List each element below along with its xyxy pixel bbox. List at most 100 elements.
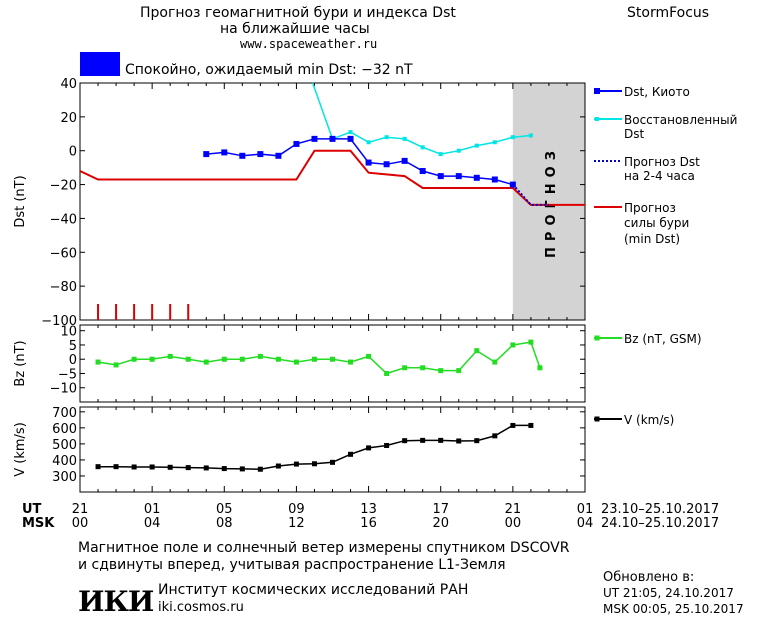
y-tick-label: 5 <box>69 339 77 354</box>
x-tick-label-msk: 00 <box>505 516 522 531</box>
y-tick-label: 40 <box>60 77 77 92</box>
dst-kyoto-point <box>221 149 228 156</box>
y-tick-label: −20 <box>50 179 77 194</box>
restored-dst-point <box>402 136 407 141</box>
velocity-point <box>330 459 335 465</box>
velocity-point <box>95 464 101 470</box>
legend-forecast-line1: Прогноз Dst <box>624 155 700 169</box>
legend-restored-swatch-marker <box>595 117 599 121</box>
y-tick-label: −10 <box>50 382 77 397</box>
updated-label: Обновлено в: <box>603 570 695 585</box>
restored-dst-point <box>492 140 497 145</box>
bz-point <box>113 362 119 368</box>
legend-forecast-line2: на 2-4 часа <box>624 169 695 183</box>
forecast-region <box>512 83 585 320</box>
velocity-point <box>149 464 155 470</box>
y-axis-label-0: Dst (nT) <box>13 175 28 227</box>
legend-dst-kyoto: Dst, Киото <box>624 85 690 99</box>
velocity-point <box>438 437 444 443</box>
footer-note-line1: Магнитное поле и солнечный ветер измерен… <box>78 540 570 556</box>
legend-bz-swatch-marker <box>594 335 600 341</box>
velocity-point <box>384 442 390 448</box>
restored-dst-point <box>348 130 353 135</box>
x-tick-label-msk: 00 <box>72 516 89 531</box>
y-tick-label: −5 <box>58 367 77 382</box>
y-tick-label: 500 <box>52 438 77 453</box>
restored-dst-point <box>456 148 461 153</box>
x-tick-label-ut: 05 <box>216 502 233 517</box>
dst-kyoto-point <box>257 151 264 158</box>
legend-v-swatch-marker <box>594 416 600 422</box>
velocity-point <box>203 465 209 471</box>
y-tick-label: 600 <box>52 422 77 437</box>
bz-point <box>492 359 498 365</box>
bz-point <box>510 342 516 348</box>
dst-kyoto-point <box>203 151 210 158</box>
panel-frame-0 <box>79 82 586 321</box>
bz-point <box>167 353 173 359</box>
bz-point <box>311 356 317 362</box>
iki-logo: ИКИ <box>78 585 154 618</box>
velocity-point <box>239 466 245 472</box>
restored-dst-line <box>332 131 531 155</box>
velocity-point <box>528 422 534 428</box>
dst-kyoto-point <box>293 140 300 147</box>
brand-name: StormFocus <box>627 5 710 21</box>
forecast-region-label: ПРОГНОЗ <box>544 145 559 258</box>
legend-bz: Bz (nT, GSM) <box>624 332 702 346</box>
dst-kyoto-point <box>239 152 246 159</box>
velocity-point <box>293 461 299 467</box>
y-tick-label: −100 <box>41 314 77 329</box>
bz-line <box>530 341 541 369</box>
dst-kyoto-point <box>473 174 480 181</box>
x-tick-label-msk: 16 <box>360 516 377 531</box>
legend-storm-line1: Прогноз <box>624 201 676 215</box>
institute-name: Институт космических исследований РАН <box>158 582 469 598</box>
x-tick-label-msk: 12 <box>288 516 305 531</box>
legend-restored-line1: Восстановленный <box>624 113 738 127</box>
y-tick-label: 10 <box>60 325 77 340</box>
y-tick-label: 400 <box>52 454 77 469</box>
velocity-point <box>492 433 498 439</box>
restored-dst-spike <box>311 82 334 140</box>
bz-point <box>537 365 543 371</box>
dst-kyoto-point <box>419 168 426 175</box>
bz-point <box>293 359 299 365</box>
dst-kyoto-point <box>401 157 408 164</box>
velocity-point <box>185 465 191 471</box>
msk-axis-label: MSK <box>22 516 55 531</box>
bz-point <box>366 353 372 359</box>
site-url[interactable]: www.spaceweather.ru <box>240 37 378 51</box>
y-tick-label: 300 <box>52 470 77 485</box>
legend-dst-kyoto-swatch-marker <box>594 88 600 94</box>
x-tick-label-ut: 09 <box>288 502 305 517</box>
y-axis-label-1: Bz (nT) <box>13 340 28 386</box>
bz-point <box>330 356 335 362</box>
dst-kyoto-point <box>509 181 516 188</box>
y-tick-label: 700 <box>52 406 77 421</box>
x-tick-label-msk: 04 <box>144 516 161 531</box>
dst-kyoto-point <box>329 135 336 142</box>
restored-dst-point <box>420 145 425 150</box>
institute-url[interactable]: iki.cosmos.ru <box>158 600 244 615</box>
bz-point <box>438 368 444 374</box>
y-tick-label: −40 <box>50 212 77 227</box>
x-tick-label-ut: 01 <box>144 502 161 517</box>
bz-point <box>185 356 191 362</box>
storm-forecast-line <box>79 149 585 206</box>
x-tick-label-ut: 21 <box>72 502 89 517</box>
dst-kyoto-point <box>275 152 282 159</box>
x-tick-label-ut: 01 <box>577 502 594 517</box>
velocity-point <box>257 466 263 472</box>
bz-point <box>95 359 101 365</box>
updated-msk: MSK 00:05, 25.10.2017 <box>603 602 744 616</box>
msk-date-range: 24.10–25.10.2017 <box>601 516 720 531</box>
bz-point <box>456 368 462 374</box>
dst-kyoto-point <box>311 135 318 142</box>
velocity-point <box>221 466 227 472</box>
x-tick-label-msk: 20 <box>432 516 449 531</box>
bz-point <box>221 356 227 362</box>
bz-point <box>239 356 245 362</box>
dst-kyoto-point <box>455 173 462 180</box>
velocity-point <box>474 438 480 444</box>
